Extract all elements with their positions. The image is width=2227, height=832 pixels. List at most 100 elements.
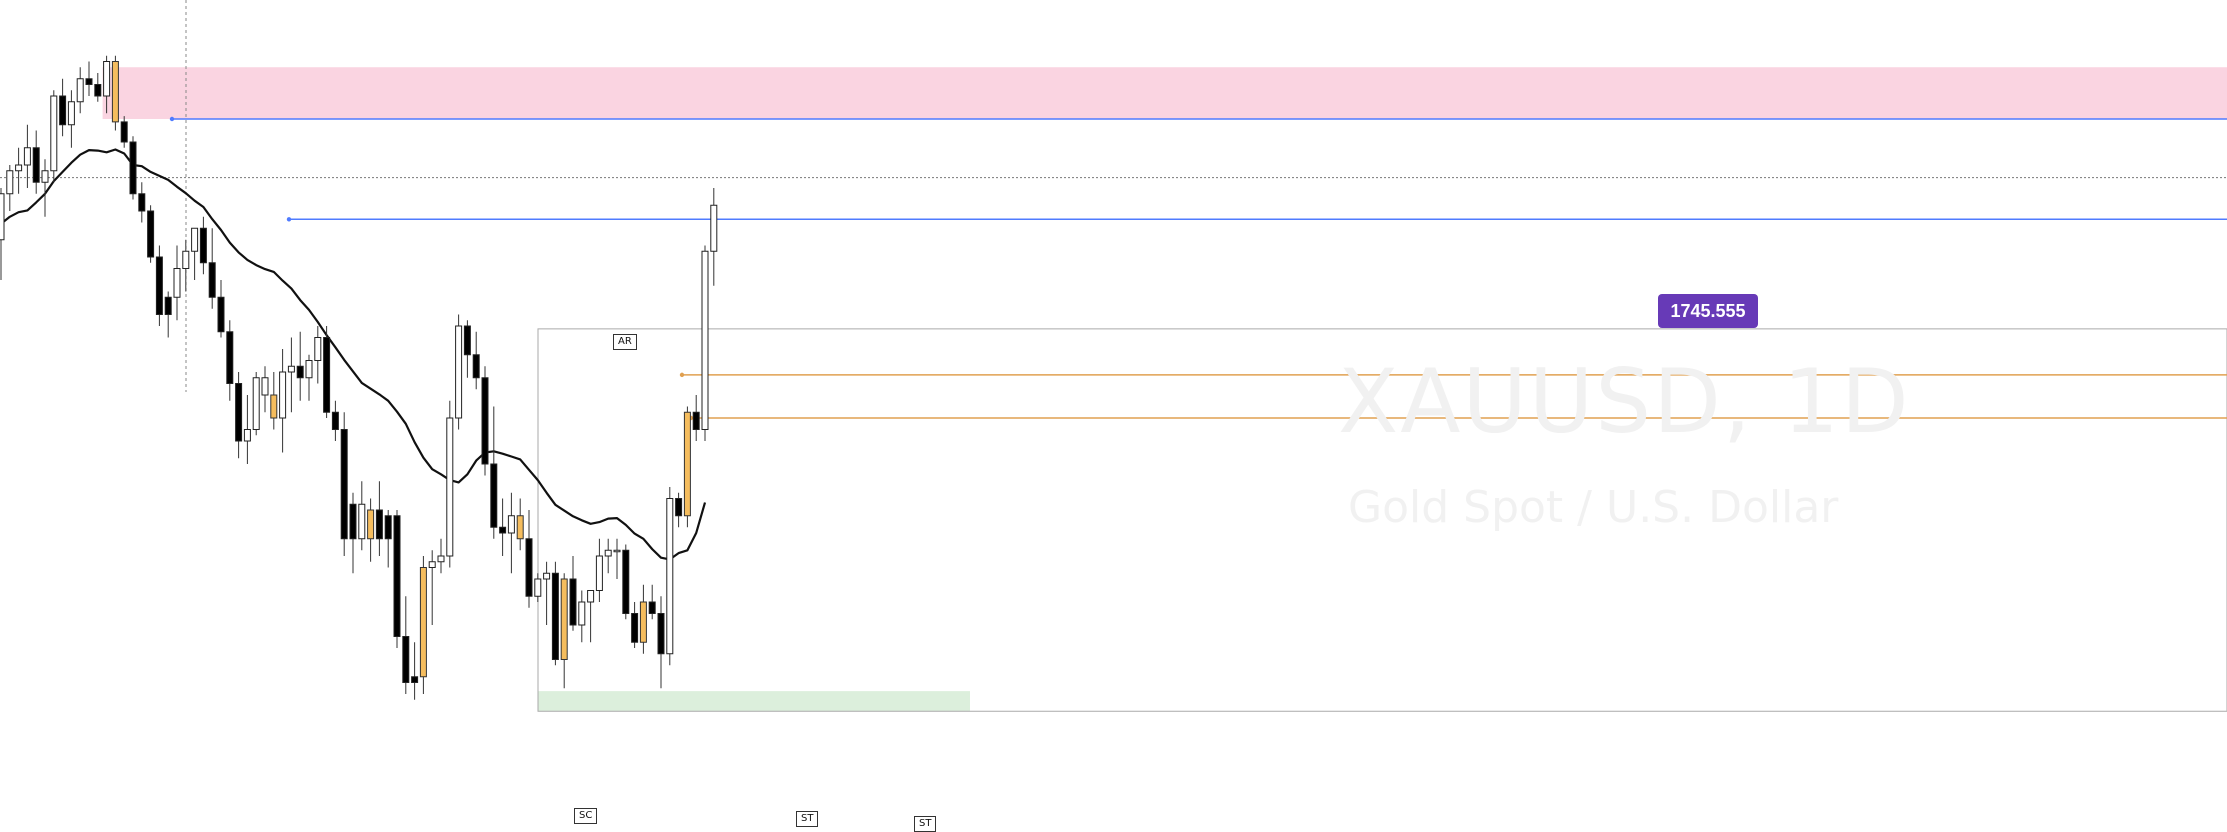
candle [270,372,278,430]
candle [111,55,119,131]
candle-body [507,515,515,534]
candle-body [103,61,111,97]
candle-body [710,204,718,252]
sc-annotation[interactable]: SC [574,808,598,824]
candle-body [463,325,471,356]
candle-body [296,365,304,379]
st-annotation-1[interactable]: ST [796,811,819,827]
candle-body [323,337,331,413]
candle-body [331,411,339,430]
candle-body [692,411,700,430]
candle-body [622,549,630,614]
candle-body [419,567,427,678]
candle [490,406,498,539]
description-watermark: Gold Spot / U.S. Dollar [1348,482,1839,533]
candle-body [67,101,75,126]
candle-body [235,383,243,442]
candle-body [446,417,454,557]
candle-body [639,601,647,643]
candle-body [287,365,295,373]
candle-body [604,549,612,557]
candle [85,61,93,96]
candle [657,596,665,689]
candle [543,561,551,625]
candle-body [85,78,93,85]
candle-body [428,561,436,568]
candle-body [375,509,383,540]
candle-body [138,193,146,212]
candle-body [41,170,49,183]
candle [15,147,23,194]
candle-body [367,509,375,540]
candle [446,400,454,568]
ar-annotation[interactable]: AR [613,334,637,350]
candle [67,90,75,148]
candle [534,573,542,602]
candle-body [349,503,357,540]
candle-body [76,78,84,103]
candle-body [340,429,348,540]
candle-body [657,613,665,655]
candle [138,182,146,223]
candle [261,366,269,413]
candle [367,498,375,562]
candle [402,596,410,694]
candle [76,67,84,114]
candle [199,216,207,275]
candle-body [155,256,163,315]
price-level-label[interactable]: 1745.555 [1658,294,1758,328]
candle-body [314,337,322,361]
candle [622,544,630,620]
candle [147,205,155,263]
candle [129,136,137,200]
candle [578,590,586,643]
candle [296,331,304,401]
candle [587,590,595,643]
candle-body [587,590,595,603]
candle-body [305,360,313,379]
candle [481,366,489,476]
candles-layer [0,55,718,700]
candle [358,481,366,551]
candle [314,326,322,384]
supply-zone [102,67,2227,119]
candle-body [393,515,401,637]
candle-body [516,515,524,540]
candle [243,395,251,464]
candle [463,320,471,378]
candle-body [472,354,480,379]
candle-body [50,95,58,172]
orange-level-line-3-anchor [679,372,685,378]
candle-body [270,394,278,419]
candle-body [129,141,137,195]
candle [701,245,709,441]
candle [569,556,577,631]
candle [331,400,339,441]
candle [604,538,612,574]
candle-body [217,296,225,333]
candle-body [648,601,656,614]
candle-body [666,498,674,655]
candle-body [525,538,533,597]
candle [437,538,445,574]
candle [287,337,295,413]
candle-body [455,325,463,419]
candle-body [6,170,14,195]
candle-body [437,555,445,563]
candle-body [569,578,577,626]
candle [103,55,111,114]
candle-body [243,429,251,442]
candle [155,245,163,326]
candle [50,90,58,183]
candle [595,538,603,602]
candle [120,116,128,148]
st-annotation-2[interactable]: ST [914,816,937,832]
candle-body [208,262,216,298]
candle-body [358,503,366,540]
candle [499,498,507,556]
blue-level-line-2-anchor [169,116,175,122]
candle-body [551,572,559,660]
candle-body [199,227,207,264]
candle [23,124,31,188]
